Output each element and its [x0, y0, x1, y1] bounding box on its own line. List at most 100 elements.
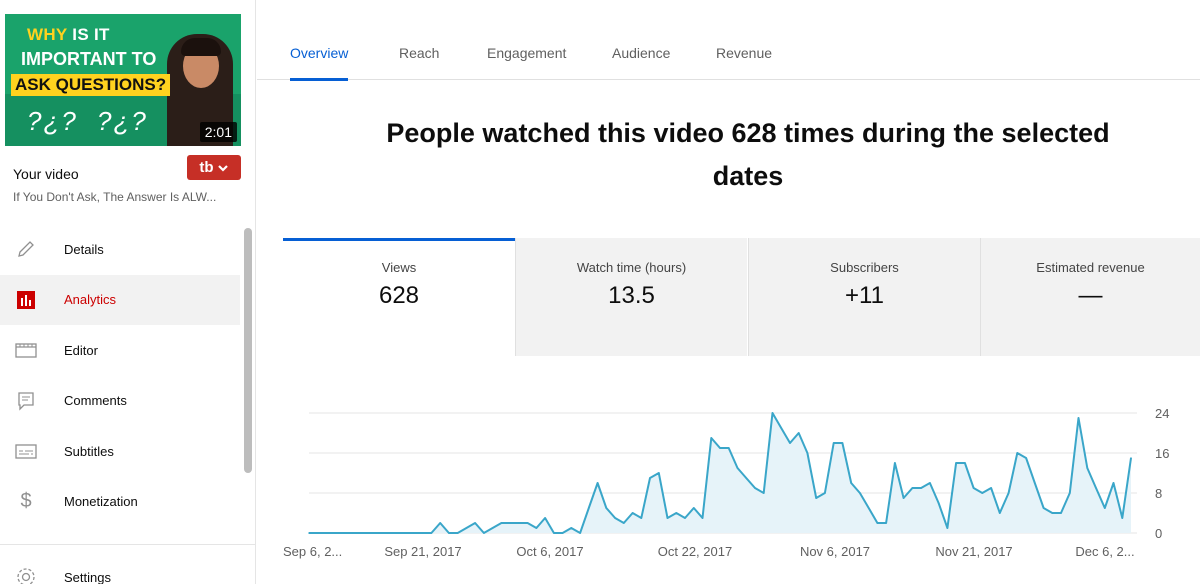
- sidebar-item-editor[interactable]: Editor: [0, 325, 240, 376]
- views-chart-svg: 24 16 8 0 Sep 6, 2... Sep 21, 2017 Oct 6, 2017…: [283, 406, 1169, 559]
- chart-point: [439, 522, 441, 524]
- chart-point: [614, 517, 616, 519]
- metric-value: +11: [845, 282, 884, 309]
- chart-point: [413, 532, 415, 534]
- chart-point: [859, 492, 861, 494]
- analytics-tabs: Overview Reach Engagement Audience Reven…: [257, 0, 1200, 81]
- chart-point: [553, 532, 555, 534]
- sidebar-nav: Details Analytics Editor Comments: [0, 224, 240, 527]
- chart-point: [483, 532, 485, 534]
- chart-point: [771, 412, 774, 414]
- metric-card-estimated-revenue[interactable]: Estimated revenue —: [980, 238, 1200, 356]
- chart-point: [850, 482, 852, 484]
- chart-point: [640, 517, 643, 519]
- sidebar-item-label: Comments: [64, 393, 127, 409]
- chart-point: [596, 482, 599, 484]
- chart-point: [623, 522, 625, 524]
- sidebar-item-comments[interactable]: Comments: [0, 376, 240, 427]
- video-title[interactable]: If You Don't Ask, The Answer Is ALW...: [13, 190, 217, 204]
- tab-audience[interactable]: Audience: [612, 45, 671, 61]
- chart-point: [1112, 482, 1115, 484]
- chart-y-tick-label: 24: [1155, 406, 1169, 421]
- metric-card-views[interactable]: Views 628: [283, 238, 515, 356]
- thumbnail-text-is-it: IS IT: [72, 25, 110, 44]
- chart-point: [588, 507, 590, 509]
- sidebar-item-settings[interactable]: Settings: [0, 552, 240, 584]
- chart-point: [1042, 507, 1045, 509]
- chart-point: [693, 507, 695, 509]
- chart-point: [386, 532, 389, 534]
- your-video-label: Your video: [13, 166, 79, 182]
- chart-point: [937, 502, 940, 504]
- chart-point: [500, 522, 503, 524]
- metric-value: 13.5: [608, 282, 655, 309]
- analytics-main: Overview Reach Engagement Audience Reven…: [257, 0, 1200, 584]
- chart-point: [631, 512, 634, 514]
- metric-title: Views: [381, 260, 417, 275]
- chart-point: [1060, 512, 1062, 514]
- chart-point: [789, 442, 791, 444]
- chart-point: [658, 472, 660, 474]
- chart-point: [719, 447, 721, 449]
- chart-point: [351, 532, 354, 534]
- sidebar-scrollbar[interactable]: [244, 228, 252, 473]
- sidebar-item-label: Settings: [64, 569, 111, 584]
- sidebar-item-label: Details: [64, 241, 104, 257]
- chart-point: [701, 517, 704, 519]
- chart-point: [1007, 492, 1010, 494]
- comments-icon: [15, 390, 37, 412]
- chart-y-tick-label: 8: [1155, 486, 1162, 501]
- tab-engagement[interactable]: Engagement: [487, 45, 567, 61]
- metric-card-watch-time[interactable]: Watch time (hours) 13.5: [515, 238, 747, 356]
- analytics-icon: [15, 289, 37, 311]
- chart-point: [832, 442, 835, 444]
- chart-point: [325, 532, 328, 534]
- metric-card-subscribers[interactable]: Subscribers +11: [748, 238, 980, 356]
- sidebar-item-monetization[interactable]: $ Monetization: [0, 477, 240, 528]
- chart-point: [675, 512, 678, 514]
- sidebar: WHY IS IT IMPORTANT TO ASK QUESTIONS? ?¿…: [0, 0, 256, 584]
- sidebar-item-details[interactable]: Details: [0, 224, 240, 275]
- thumbnail-question-marks-2: ?¿?: [97, 106, 148, 136]
- sidebar-item-analytics[interactable]: Analytics: [0, 274, 240, 325]
- chart-point: [929, 482, 931, 484]
- chart-point: [920, 487, 922, 489]
- chart-x-tick-label: Nov 6, 2017: [800, 544, 870, 559]
- video-duration: 2:01: [199, 122, 237, 142]
- chart-point: [509, 522, 511, 524]
- metric-title: Subscribers: [830, 260, 899, 275]
- chart-point: [902, 497, 905, 499]
- chart-point: [404, 532, 406, 534]
- chart-point: [1069, 492, 1071, 494]
- chart-point: [570, 527, 573, 529]
- chart-point: [1051, 512, 1054, 514]
- chart-point: [666, 517, 669, 519]
- sidebar-item-label: Subtitles: [64, 443, 114, 459]
- chart-point: [561, 532, 564, 534]
- tab-revenue[interactable]: Revenue: [716, 45, 773, 61]
- tab-overview[interactable]: Overview: [290, 45, 349, 81]
- chart-x-tick-label: Dec 6, 2...: [1075, 544, 1134, 559]
- chart-point: [1016, 452, 1019, 454]
- thumbnail-text-line1: WHY IS IT: [27, 25, 110, 45]
- chart-point: [841, 442, 844, 444]
- chevron-down-icon: [217, 164, 228, 172]
- video-thumbnail[interactable]: WHY IS IT IMPORTANT TO ASK QUESTIONS? ?¿…: [5, 14, 241, 146]
- chart-point: [824, 492, 826, 494]
- chart-point: [946, 527, 949, 529]
- metric-title: Watch time (hours): [576, 260, 687, 275]
- sidebar-item-subtitles[interactable]: Subtitles: [0, 426, 240, 477]
- thumbnail-text-line3: ASK QUESTIONS?: [11, 74, 171, 96]
- chart-y-tick-label: 16: [1155, 446, 1169, 461]
- tubebuddy-label: tb: [199, 159, 214, 176]
- chart-y-tick-label: 0: [1155, 526, 1162, 541]
- sidebar-item-label: Editor: [64, 342, 98, 358]
- chart-point: [867, 507, 870, 509]
- chart-point: [1095, 487, 1097, 489]
- thumbnail-text-line2: IMPORTANT TO: [21, 49, 157, 69]
- tubebuddy-button[interactable]: tb: [187, 155, 241, 180]
- thumbnail-text-why: WHY: [27, 25, 68, 44]
- tab-reach[interactable]: Reach: [399, 45, 440, 61]
- chart-point: [727, 447, 730, 449]
- chart-point: [334, 532, 336, 534]
